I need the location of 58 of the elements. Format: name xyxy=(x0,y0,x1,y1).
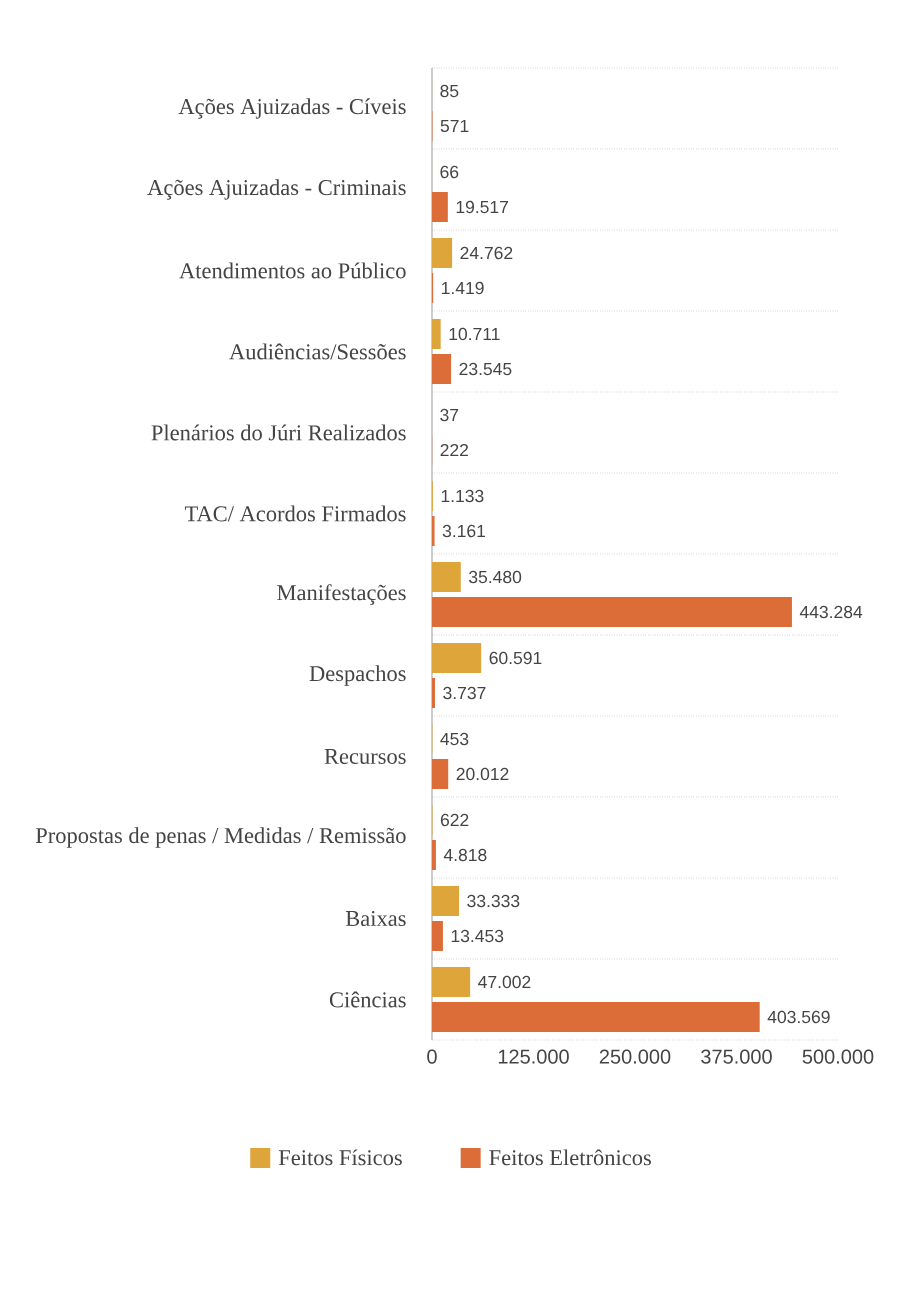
bar xyxy=(431,192,448,223)
data-label: 37 xyxy=(440,408,459,422)
data-label: 3.161 xyxy=(442,524,486,538)
data-label: 24.762 xyxy=(460,246,513,260)
x-tick-label: 125.000 xyxy=(498,1049,569,1064)
bar xyxy=(431,597,792,628)
y-tick-label: Audiências/Sessões xyxy=(229,343,406,360)
data-label: 85 xyxy=(440,84,459,98)
y-tick-label: Baixas xyxy=(345,910,406,927)
data-label: 20.012 xyxy=(456,767,509,781)
bar xyxy=(431,562,461,593)
legend-label: Feitos Físicos xyxy=(278,1149,402,1166)
data-label: 1.419 xyxy=(442,281,484,295)
x-tick-label: 375.000 xyxy=(701,1049,772,1064)
data-label: 60.591 xyxy=(489,651,542,665)
bar xyxy=(431,354,452,385)
bar xyxy=(431,759,449,789)
x-tick-label: 0 xyxy=(427,1049,437,1064)
data-label: 622 xyxy=(440,813,469,827)
data-label: 222 xyxy=(440,443,469,457)
bar xyxy=(431,840,436,870)
y-tick-label: Ciências xyxy=(329,991,406,1008)
bar xyxy=(431,319,441,350)
bar xyxy=(431,967,471,997)
y-tick-label: Despachos xyxy=(309,665,406,686)
bar xyxy=(431,643,482,674)
data-label: 23.545 xyxy=(459,362,512,376)
data-label: 19.517 xyxy=(456,200,509,214)
y-tick-label: Manifestações xyxy=(277,584,406,605)
data-label: 35.480 xyxy=(469,570,522,584)
data-label: 403.569 xyxy=(767,1010,830,1024)
bar xyxy=(431,516,435,547)
bar xyxy=(431,1002,760,1033)
bar xyxy=(431,678,436,709)
y-tick-label: Ações Ajuizadas - Cíveis xyxy=(178,98,406,119)
data-label: 13.453 xyxy=(451,929,504,943)
bar xyxy=(431,921,443,952)
y-tick-label: Ações Ajuizadas - Criminais xyxy=(147,179,406,200)
data-label: 10.711 xyxy=(449,327,500,341)
data-label: 453 xyxy=(440,732,469,746)
y-tick-label: Recursos xyxy=(324,749,406,764)
data-label: 443.284 xyxy=(799,605,863,619)
data-label: 33.333 xyxy=(467,894,520,908)
data-label: 66 xyxy=(440,165,459,179)
x-tick-label: 250.000 xyxy=(599,1049,671,1064)
y-tick-label: Plenários do Júri Realizados xyxy=(151,424,406,441)
data-label: 3.737 xyxy=(443,686,486,700)
bar xyxy=(431,238,453,269)
data-label: 1.133 xyxy=(441,489,484,503)
x-tick-label: 500.000 xyxy=(802,1049,874,1064)
data-label: 571 xyxy=(440,119,469,133)
data-label: 47.002 xyxy=(478,975,531,989)
bar xyxy=(431,886,460,916)
data-label: 4.818 xyxy=(443,848,487,862)
y-tick-label: TAC/ Acordos Firmados xyxy=(184,505,406,522)
y-tick-label: Propostas de penas / Medidas / Remissão xyxy=(35,827,406,848)
y-tick-label: Atendimentos ao Público xyxy=(179,262,406,279)
legend-label: Feitos Eletrônicos xyxy=(489,1149,651,1166)
